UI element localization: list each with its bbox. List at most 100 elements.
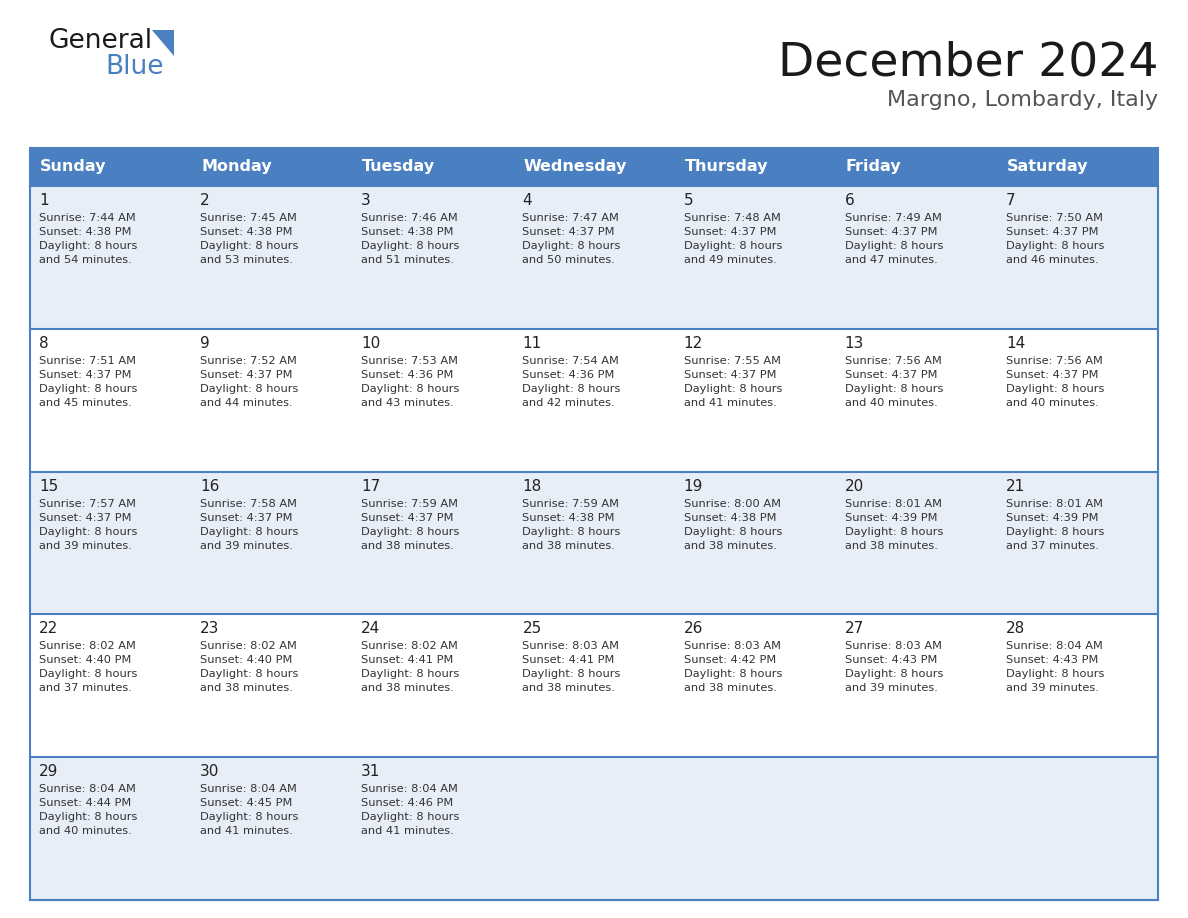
Text: 2: 2 [200,193,210,208]
Text: Sunset: 4:41 PM: Sunset: 4:41 PM [523,655,615,666]
Text: 21: 21 [1006,478,1025,494]
Text: Sunrise: 7:53 AM: Sunrise: 7:53 AM [361,356,459,365]
Text: 28: 28 [1006,621,1025,636]
Text: 14: 14 [1006,336,1025,351]
Text: Blue: Blue [105,54,164,80]
Bar [191,472,353,614]
Bar [353,614,513,757]
Text: Sunset: 4:45 PM: Sunset: 4:45 PM [200,798,292,808]
Bar [30,329,191,472]
Text: Daylight: 8 hours: Daylight: 8 hours [845,527,943,537]
Bar [997,472,1158,614]
Text: Daylight: 8 hours: Daylight: 8 hours [200,527,298,537]
Text: Saturday: Saturday [1007,160,1088,174]
Bar [997,329,1158,472]
Text: 23: 23 [200,621,220,636]
Bar [353,148,513,186]
Text: Sunset: 4:37 PM: Sunset: 4:37 PM [845,370,937,380]
Bar [191,614,353,757]
Bar [513,329,675,472]
Text: Daylight: 8 hours: Daylight: 8 hours [1006,384,1104,394]
Text: and 39 minutes.: and 39 minutes. [845,683,937,693]
Text: Daylight: 8 hours: Daylight: 8 hours [39,669,138,679]
Text: Sunset: 4:38 PM: Sunset: 4:38 PM [39,227,132,237]
Text: and 40 minutes.: and 40 minutes. [39,826,132,836]
Text: and 38 minutes.: and 38 minutes. [361,683,454,693]
Text: General: General [48,28,152,54]
Bar [30,472,191,614]
Bar [513,148,675,186]
Text: Thursday: Thursday [684,160,769,174]
Text: Daylight: 8 hours: Daylight: 8 hours [39,812,138,823]
Text: Sunrise: 8:02 AM: Sunrise: 8:02 AM [39,642,135,652]
Text: and 53 minutes.: and 53 minutes. [200,255,293,265]
Text: Sunrise: 8:04 AM: Sunrise: 8:04 AM [1006,642,1102,652]
Text: Sunset: 4:43 PM: Sunset: 4:43 PM [845,655,937,666]
Bar [30,614,191,757]
Bar [191,757,353,900]
Text: Sunset: 4:38 PM: Sunset: 4:38 PM [683,512,776,522]
Text: Daylight: 8 hours: Daylight: 8 hours [523,241,621,251]
Text: Sunrise: 8:04 AM: Sunrise: 8:04 AM [361,784,459,794]
Bar [675,186,835,329]
Text: Sunset: 4:40 PM: Sunset: 4:40 PM [39,655,132,666]
Text: Daylight: 8 hours: Daylight: 8 hours [683,384,782,394]
Bar [997,186,1158,329]
Bar [513,472,675,614]
Bar [353,472,513,614]
Text: Sunrise: 7:56 AM: Sunrise: 7:56 AM [845,356,942,365]
Text: Sunset: 4:37 PM: Sunset: 4:37 PM [39,512,132,522]
Text: 8: 8 [39,336,49,351]
Bar [353,329,513,472]
Text: Sunset: 4:37 PM: Sunset: 4:37 PM [683,370,776,380]
Text: Daylight: 8 hours: Daylight: 8 hours [200,384,298,394]
Bar [30,186,191,329]
Text: and 37 minutes.: and 37 minutes. [1006,541,1099,551]
Text: and 38 minutes.: and 38 minutes. [845,541,937,551]
Text: Sunset: 4:37 PM: Sunset: 4:37 PM [361,512,454,522]
Text: Monday: Monday [201,160,272,174]
Text: Daylight: 8 hours: Daylight: 8 hours [361,812,460,823]
Text: 16: 16 [200,478,220,494]
Text: Daylight: 8 hours: Daylight: 8 hours [845,384,943,394]
Text: and 39 minutes.: and 39 minutes. [200,541,293,551]
Bar [30,148,191,186]
Text: 7: 7 [1006,193,1016,208]
Text: Sunday: Sunday [40,160,107,174]
Text: and 49 minutes.: and 49 minutes. [683,255,776,265]
Text: and 45 minutes.: and 45 minutes. [39,397,132,408]
Text: Daylight: 8 hours: Daylight: 8 hours [523,384,621,394]
Text: and 38 minutes.: and 38 minutes. [523,683,615,693]
Text: and 39 minutes.: and 39 minutes. [1006,683,1099,693]
Text: 24: 24 [361,621,380,636]
Text: Sunset: 4:37 PM: Sunset: 4:37 PM [1006,227,1099,237]
Text: Sunset: 4:38 PM: Sunset: 4:38 PM [523,512,615,522]
Text: Sunset: 4:40 PM: Sunset: 4:40 PM [200,655,292,666]
Text: 9: 9 [200,336,210,351]
Text: and 42 minutes.: and 42 minutes. [523,397,615,408]
Text: Daylight: 8 hours: Daylight: 8 hours [361,527,460,537]
Text: 12: 12 [683,336,703,351]
Text: Daylight: 8 hours: Daylight: 8 hours [523,669,621,679]
Text: and 43 minutes.: and 43 minutes. [361,397,454,408]
Bar [353,186,513,329]
Text: Sunrise: 7:56 AM: Sunrise: 7:56 AM [1006,356,1102,365]
Text: Sunrise: 8:02 AM: Sunrise: 8:02 AM [361,642,459,652]
Text: and 47 minutes.: and 47 minutes. [845,255,937,265]
Text: Sunrise: 7:44 AM: Sunrise: 7:44 AM [39,213,135,223]
Text: and 40 minutes.: and 40 minutes. [845,397,937,408]
Text: and 50 minutes.: and 50 minutes. [523,255,615,265]
Text: and 38 minutes.: and 38 minutes. [523,541,615,551]
Text: Sunset: 4:37 PM: Sunset: 4:37 PM [845,227,937,237]
Text: December 2024: December 2024 [777,40,1158,85]
Bar [191,186,353,329]
Text: Daylight: 8 hours: Daylight: 8 hours [1006,669,1104,679]
Text: Daylight: 8 hours: Daylight: 8 hours [200,812,298,823]
Bar [835,757,997,900]
Bar [675,148,835,186]
Text: Daylight: 8 hours: Daylight: 8 hours [200,241,298,251]
Text: Sunrise: 8:01 AM: Sunrise: 8:01 AM [1006,498,1102,509]
Text: Sunset: 4:42 PM: Sunset: 4:42 PM [683,655,776,666]
Text: Sunrise: 7:50 AM: Sunrise: 7:50 AM [1006,213,1102,223]
Text: Sunrise: 7:59 AM: Sunrise: 7:59 AM [361,498,459,509]
